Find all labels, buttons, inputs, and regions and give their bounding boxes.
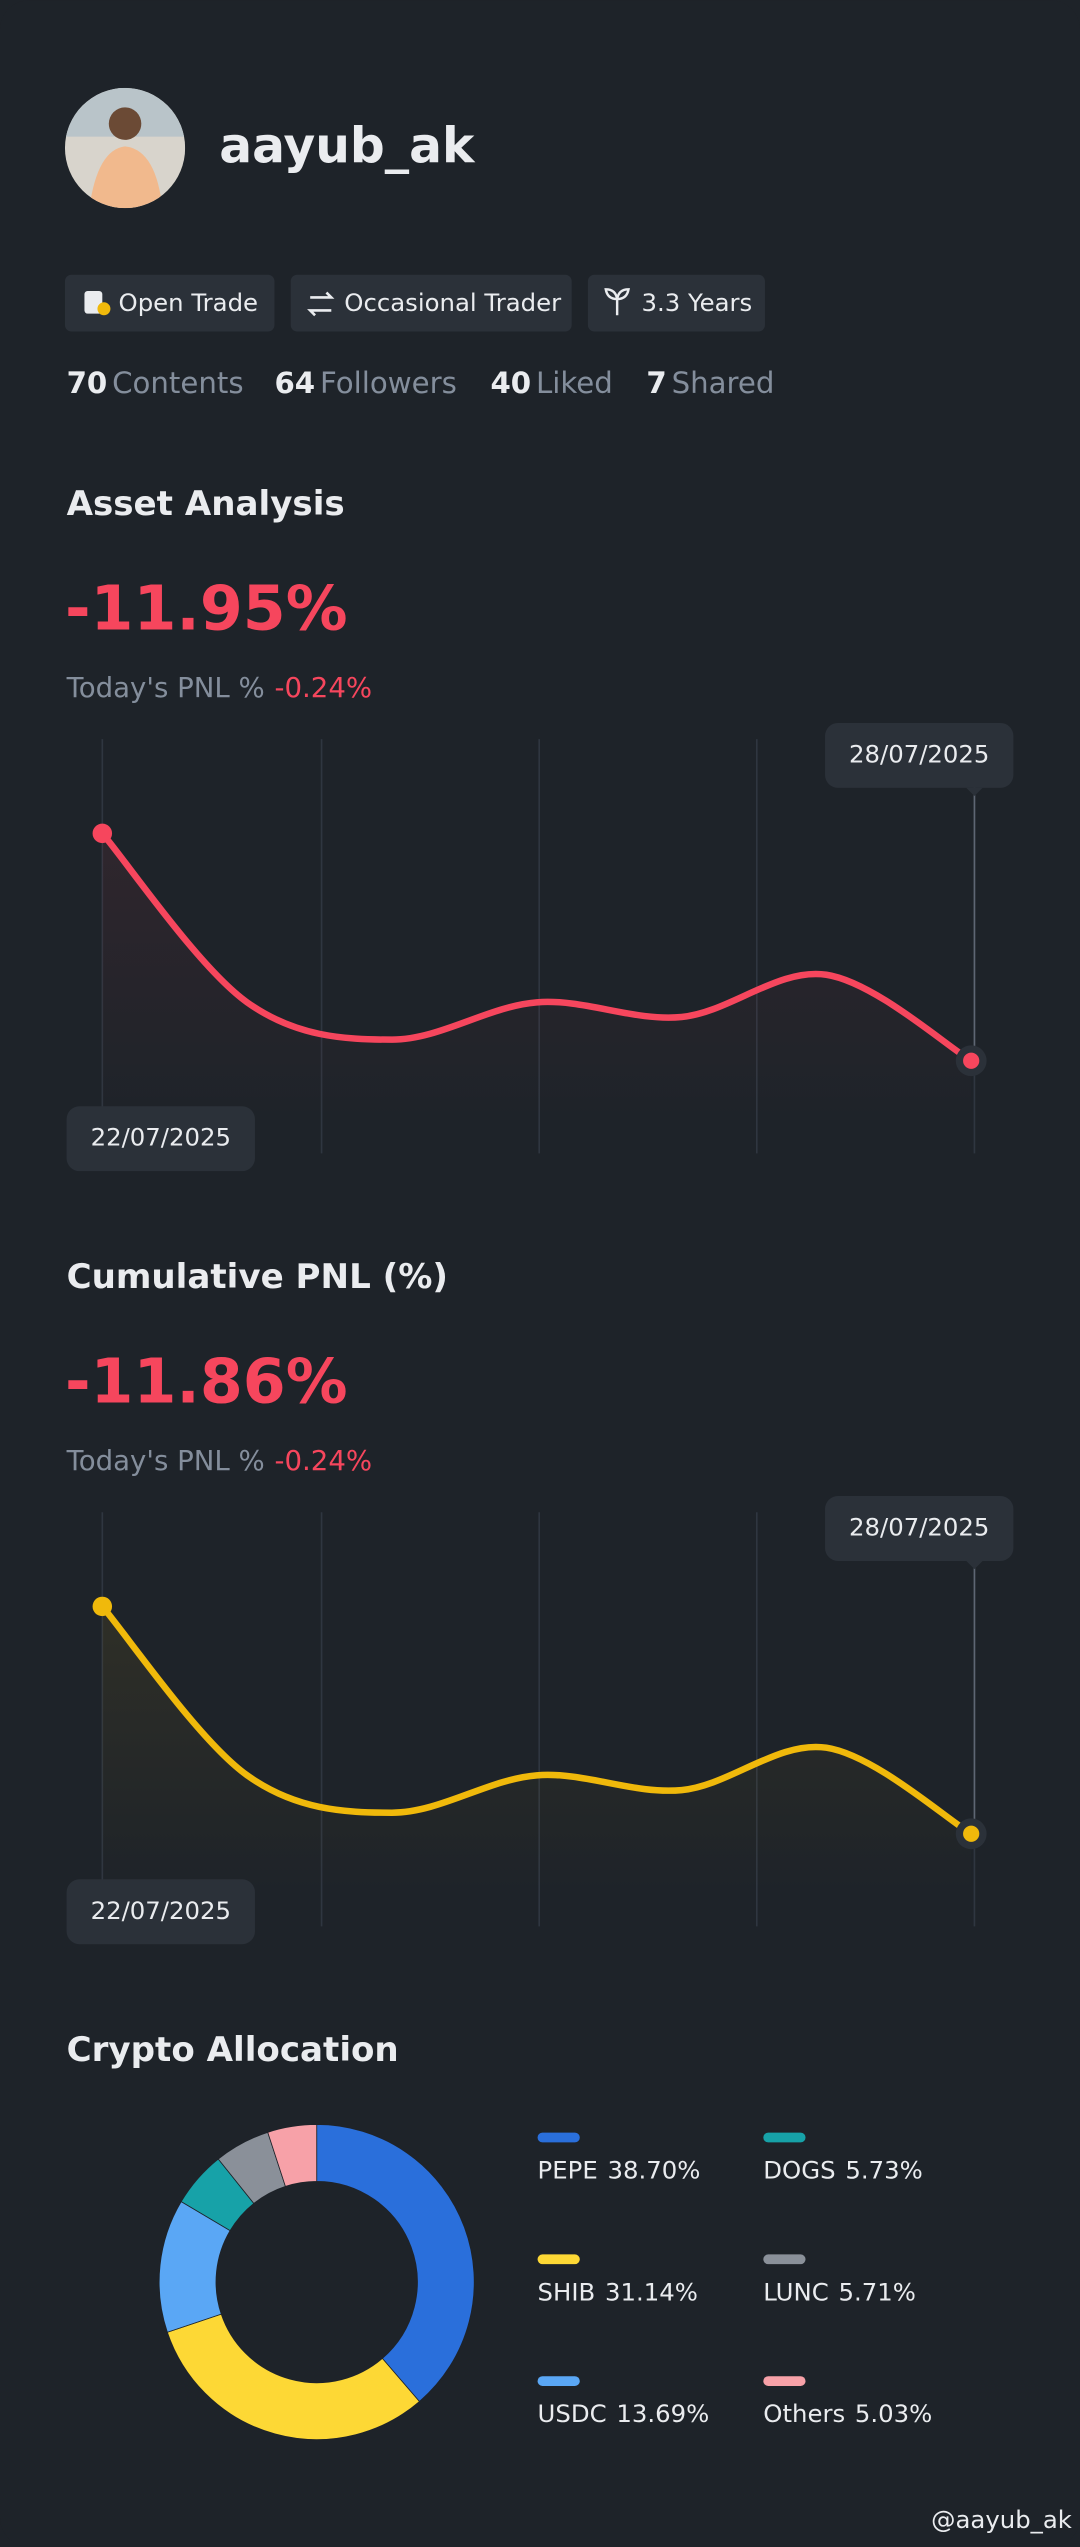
legend-name: PEPE bbox=[538, 2156, 598, 2185]
stat-label: Contents bbox=[112, 366, 243, 400]
today-label: Today's PNL % bbox=[66, 671, 265, 704]
today-value: -0.24% bbox=[275, 671, 373, 704]
legend-name: SHIB bbox=[538, 2277, 596, 2306]
start-dot bbox=[92, 823, 113, 844]
line bbox=[99, 1603, 975, 1838]
stat-value: 7 bbox=[646, 366, 666, 400]
legend-entry: Others 5.03% bbox=[763, 2399, 932, 2428]
tag: Occasional Trader bbox=[290, 274, 572, 332]
tag: 3.3 Years bbox=[587, 274, 765, 332]
legend-value: 5.03% bbox=[855, 2399, 932, 2428]
donut-segment bbox=[267, 2124, 318, 2187]
stat-label: Shared bbox=[672, 366, 775, 400]
tooltip-date: 28/07/2025 bbox=[849, 739, 989, 768]
donut-segment bbox=[166, 2313, 420, 2440]
stat-label: Liked bbox=[536, 366, 613, 400]
donut-segment bbox=[316, 2124, 475, 2403]
legend-swatch bbox=[537, 2254, 580, 2265]
watermark: @aayub_ak bbox=[931, 2505, 1073, 2534]
legend-value: 31.14% bbox=[605, 2277, 698, 2306]
end-dot bbox=[963, 1825, 980, 1842]
start-label-box bbox=[66, 1879, 255, 1945]
legend-name: Others bbox=[763, 2399, 845, 2428]
legend-entry: PEPE 38.70% bbox=[538, 2156, 701, 2185]
stat: 40 Liked bbox=[490, 366, 612, 400]
legend-value: 5.71% bbox=[838, 2277, 915, 2306]
section-title: Cumulative PNL (%) bbox=[67, 1257, 448, 1297]
legend-entry: SHIB 31.14% bbox=[538, 2277, 698, 2306]
tooltip-box bbox=[825, 1495, 1014, 1561]
legend-name: LUNC bbox=[763, 2277, 828, 2306]
start-label-box bbox=[66, 1106, 255, 1172]
today-value: -0.24% bbox=[275, 1444, 373, 1477]
tooltip-date: 28/07/2025 bbox=[849, 1512, 989, 1541]
legend-value: 38.70% bbox=[607, 2156, 700, 2185]
legend-entry: LUNC 5.71% bbox=[763, 2277, 916, 2306]
stat-value: 64 bbox=[274, 366, 315, 400]
tooltip-box bbox=[825, 722, 1014, 788]
end-dot bbox=[963, 1052, 980, 1069]
username: aayub_ak bbox=[219, 119, 476, 175]
stat: 70 Contents bbox=[67, 366, 244, 400]
area bbox=[102, 833, 972, 1121]
headline-value: -11.86% bbox=[65, 1346, 348, 1418]
legend-swatch bbox=[763, 2132, 806, 2143]
legend-value: 13.69% bbox=[616, 2399, 709, 2428]
tag-label: 3.3 Years bbox=[642, 288, 753, 317]
stat-label: Followers bbox=[320, 366, 457, 400]
area bbox=[102, 1606, 972, 1894]
tag-label: Occasional Trader bbox=[344, 288, 562, 317]
legend-swatch bbox=[537, 2376, 580, 2386]
legend-name: USDC bbox=[538, 2399, 607, 2428]
today-label: Today's PNL % bbox=[66, 1444, 265, 1477]
section-title: Crypto Allocation bbox=[67, 2030, 399, 2070]
today-pnl: Today's PNL % -0.24% bbox=[66, 1444, 373, 1477]
section-title: Asset Analysis bbox=[67, 484, 345, 524]
tooltip-arrow bbox=[966, 1560, 983, 1570]
today-pnl: Today's PNL % -0.24% bbox=[66, 671, 373, 704]
tooltip-arrow bbox=[966, 787, 983, 797]
stat: 64 Followers bbox=[274, 366, 456, 400]
legend-entry: DOGS 5.73% bbox=[763, 2156, 922, 2185]
headline-value: -11.95% bbox=[65, 573, 348, 645]
start-date: 22/07/2025 bbox=[91, 1896, 231, 1925]
start-date: 22/07/2025 bbox=[91, 1123, 231, 1152]
legend-name: DOGS bbox=[763, 2156, 835, 2185]
legend-swatch bbox=[537, 2132, 580, 2143]
legend-entry: USDC 13.69% bbox=[538, 2399, 710, 2428]
stat-value: 40 bbox=[490, 366, 531, 400]
legend-value: 5.73% bbox=[845, 2156, 922, 2185]
stat: 7 Shared bbox=[646, 366, 774, 400]
legend-swatch bbox=[763, 2254, 806, 2265]
legend-swatch bbox=[763, 2376, 806, 2386]
tag: Open Trade bbox=[64, 274, 275, 332]
start-dot bbox=[92, 1596, 113, 1617]
stat-value: 70 bbox=[67, 366, 108, 400]
line bbox=[99, 830, 975, 1064]
avatar[interactable] bbox=[64, 87, 186, 209]
tag-label: Open Trade bbox=[119, 288, 258, 317]
